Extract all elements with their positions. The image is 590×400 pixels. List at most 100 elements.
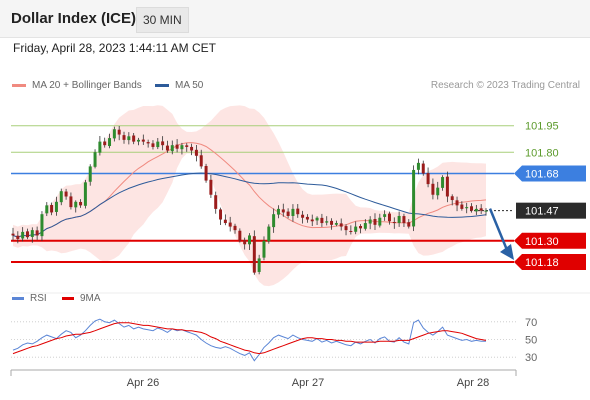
candle-body: [378, 217, 382, 226]
candle-body: [214, 195, 218, 209]
candle-body: [272, 214, 276, 228]
rsi-line: [12, 318, 486, 362]
rsi-ma-swatch: [62, 297, 74, 300]
candle-body: [445, 176, 449, 197]
candle-body: [69, 196, 73, 208]
candle-body: [64, 191, 68, 197]
level-101-30-tag: [514, 232, 586, 249]
candle-body: [455, 200, 459, 206]
level-101-30-label: 101.30: [525, 236, 559, 248]
x-tick-label: Apr 27: [292, 377, 324, 389]
candle-body: [334, 223, 338, 225]
candle-body: [387, 213, 391, 222]
candle-body: [190, 146, 194, 151]
candle-body: [320, 217, 324, 224]
candle-body: [79, 201, 83, 206]
candle-body: [436, 187, 440, 196]
candle-body: [175, 144, 179, 149]
candle-body: [474, 208, 478, 212]
chart-header: Dollar Index (ICE) 30 MIN: [0, 0, 590, 38]
candle-body: [11, 233, 15, 236]
candle-body: [305, 216, 309, 220]
level-101-68-tag: [514, 165, 586, 182]
candle-body: [431, 183, 435, 195]
candle-body: [359, 225, 363, 229]
candle-body: [450, 196, 454, 201]
candle-body: [103, 141, 107, 146]
timeframe-badge[interactable]: 30 MIN: [136, 7, 189, 33]
candle-body: [426, 173, 430, 185]
candle-body: [25, 231, 29, 238]
candle-body: [117, 129, 121, 135]
forecast-arrow-line: [488, 208, 509, 251]
candle-body: [330, 220, 334, 225]
candle-body: [21, 231, 25, 239]
candle-body: [397, 215, 401, 223]
level-101-18-tag: [514, 253, 586, 270]
candle-body: [161, 141, 165, 146]
ma50-label: MA 50: [175, 80, 204, 91]
candle-body: [219, 209, 223, 220]
candle-body: [40, 214, 44, 237]
rsi-label: RSI: [30, 293, 47, 304]
candle-body: [54, 201, 58, 212]
candle-body: [286, 211, 290, 216]
candle-body: [112, 129, 116, 139]
candle-body: [146, 142, 150, 144]
legend-ma20: MA 20 + Bollinger Bands: [12, 80, 142, 91]
candle-body: [156, 141, 160, 148]
rsi-swatch: [12, 297, 24, 300]
candles-group: [11, 125, 488, 275]
candle-body: [50, 205, 54, 213]
candle-body: [127, 136, 131, 141]
candle-body: [325, 221, 329, 223]
candle-body: [238, 230, 242, 241]
candle-body: [412, 169, 416, 227]
candle-body: [98, 141, 102, 153]
ma20-label: MA 20 + Bollinger Bands: [32, 80, 142, 91]
candle-body: [383, 214, 387, 217]
candle-body: [141, 139, 145, 142]
candle-body: [233, 225, 237, 231]
candle-body: [441, 177, 445, 188]
candle-body: [479, 208, 483, 211]
candle-body: [45, 205, 49, 214]
candle-body: [93, 152, 97, 167]
level-101-47-label: 101.47: [525, 206, 559, 218]
candle-body: [185, 145, 189, 147]
level-101-68-label: 101.68: [525, 168, 559, 180]
ma50-swatch: [155, 84, 169, 87]
candle-body: [194, 149, 198, 156]
candle-body: [344, 226, 348, 231]
candle-body: [223, 219, 227, 224]
legend-rsi-ma: 9MA: [62, 293, 101, 304]
candle-body: [204, 166, 208, 181]
candle-body: [83, 182, 87, 206]
candle-body: [59, 191, 63, 203]
ma50-line: [12, 172, 487, 238]
candle-body: [291, 208, 295, 216]
candle-body: [421, 163, 425, 174]
candle-body: [74, 201, 78, 208]
candle-body: [310, 219, 314, 222]
level-101-18-label: 101.18: [525, 257, 559, 269]
candle-body: [248, 235, 251, 245]
candle-body: [276, 208, 280, 215]
level-101-95-label: 101.95: [525, 121, 559, 133]
candle-body: [35, 230, 39, 236]
rsi-tick-30: 30: [525, 352, 537, 364]
level-101-47-tag: [516, 202, 586, 219]
candle-body: [392, 221, 396, 224]
candle-body: [407, 222, 411, 227]
level-101-80-label: 101.80: [525, 147, 559, 159]
legend-rsi: RSI: [12, 293, 47, 304]
rsi-tick-50: 50: [525, 335, 537, 347]
candle-body: [122, 135, 126, 140]
candle-body: [136, 139, 140, 142]
candle-body: [209, 179, 213, 195]
candle-body: [296, 208, 300, 215]
candle-body: [132, 135, 136, 142]
candle-body: [339, 223, 343, 227]
candle-body: [416, 162, 420, 170]
